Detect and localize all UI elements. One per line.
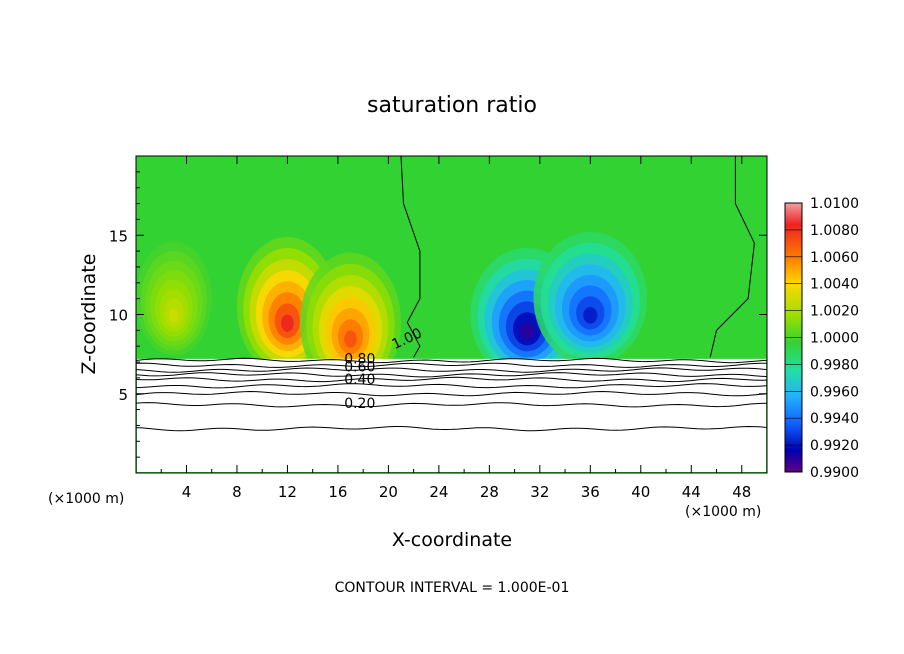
y-tick-label: 10 <box>109 307 128 325</box>
x-tick-label: 40 <box>631 483 650 501</box>
x-tick-label: 16 <box>328 483 347 501</box>
contour-label: 0.40 <box>344 372 375 388</box>
field-region-2-layer-7 <box>169 308 179 323</box>
x-tick-label: 28 <box>480 483 499 501</box>
contour-label: 0.60 <box>344 360 375 376</box>
field-region-4-layer-7 <box>583 307 598 324</box>
chart-title: saturation ratio <box>367 93 537 118</box>
x-tick-label: 8 <box>232 483 242 501</box>
x-tick-label: 32 <box>530 483 549 501</box>
colorbar-label: 1.0000 <box>810 331 859 347</box>
x-unit-right: (×1000 m) <box>685 504 761 520</box>
y-tick-label: 5 <box>118 386 128 404</box>
contour-line <box>135 367 768 373</box>
contour-line <box>135 402 768 408</box>
plot-area: 1.000.800.600.400.20 <box>135 155 768 474</box>
contour-label: 0.80 <box>344 352 375 368</box>
x-tick-label: 4 <box>182 483 192 501</box>
y-tick-label: 15 <box>109 227 128 245</box>
field-region-0-layer-7 <box>281 314 294 332</box>
contour-line <box>135 372 768 378</box>
colorbar-label: 1.0040 <box>810 277 859 293</box>
contour-line <box>135 376 768 383</box>
colorbar-label: 1.0080 <box>810 223 859 239</box>
contour-line-1-00 <box>709 156 755 358</box>
contour-line <box>135 390 768 397</box>
colorbar-label: 0.9900 <box>810 465 859 481</box>
x-tick-label: 36 <box>581 483 600 501</box>
colorbar-label: 1.0020 <box>810 304 859 320</box>
x-unit-left: (×1000 m) <box>48 491 124 507</box>
field-region-1-layer-7 <box>344 330 357 348</box>
contour-line <box>135 425 768 432</box>
x-axis: 4 8 12 16 20 24 28 32 36 40 44 48 <box>160 156 751 501</box>
x-axis-label: X-coordinate <box>392 529 512 551</box>
colorbar-label: 1.0100 <box>810 196 859 212</box>
y-axis: 5 10 15 <box>109 171 767 458</box>
field-region-3-layer-7 <box>520 322 535 340</box>
x-tick-label: 20 <box>379 483 398 501</box>
colorbar-label: 1.0060 <box>810 250 859 266</box>
colorbar: 1.0100 1.0080 1.0060 1.0040 1.0020 1.0000 0.99… <box>784 196 859 481</box>
x-tick-label: 44 <box>682 483 701 501</box>
x-tick-label: 12 <box>278 483 297 501</box>
x-tick-label: 48 <box>732 483 751 501</box>
colorbar-label: 0.9920 <box>810 438 859 454</box>
x-tick-label: 24 <box>429 483 448 501</box>
contour-line-1-00 <box>400 155 421 358</box>
colorbar-label: 0.9940 <box>810 411 859 427</box>
contour-line <box>135 362 767 368</box>
colorbar-label: 0.9960 <box>810 384 859 400</box>
contour-interval-note: CONTOUR INTERVAL = 1.000E-01 <box>335 580 570 596</box>
contour-label: 0.20 <box>344 396 375 412</box>
terrain-band <box>137 358 766 472</box>
contour-line <box>135 357 768 364</box>
y-axis-label: Z-coordinate <box>78 254 100 375</box>
colorbar-label: 0.9980 <box>810 357 859 373</box>
contour-line <box>135 383 768 389</box>
